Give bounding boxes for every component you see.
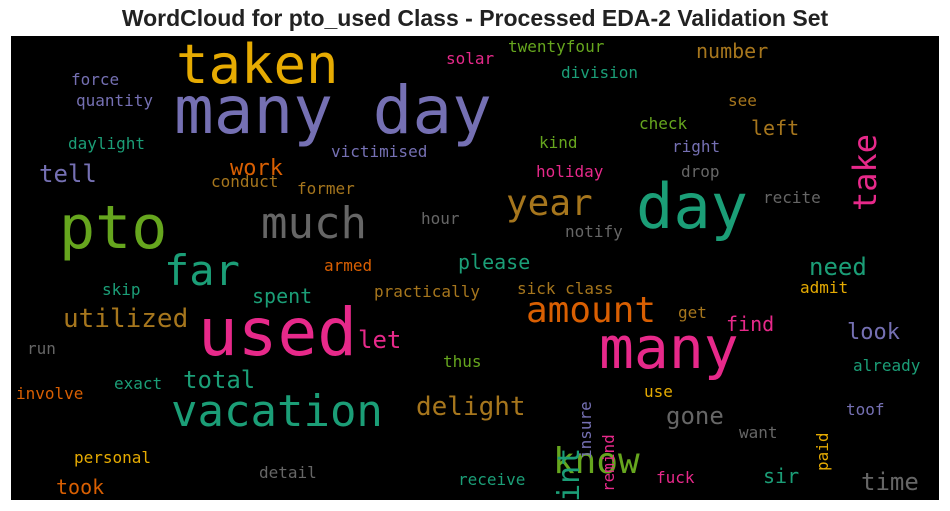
word-look: look [847,320,900,345]
word-let: let [358,326,402,354]
word-remind: remind [599,433,618,492]
word-fuck: fuck [656,468,695,487]
word-sir: sir [763,464,800,488]
word-division: division [561,63,639,82]
wordcloud-canvas: many day used taken day pto many vacation much f… [11,36,939,500]
word-force: force [71,70,120,89]
word-far: far [164,246,240,295]
word-personal: personal [74,448,152,467]
word-hour: hour [421,209,460,228]
word-use: use [644,382,673,401]
word-took: took [56,475,105,499]
word-time: time [861,468,919,496]
word-year: year [506,183,593,224]
word-conduct: conduct [211,172,279,191]
word-get: get [678,303,707,322]
word-much: much [261,198,367,249]
word-already: already [853,356,921,375]
word-kind: kind [539,133,578,152]
word-armed: armed [324,256,373,275]
word-practically: practically [374,282,480,301]
word-take: take [846,133,884,211]
word-amount: amount [526,290,657,331]
word-drop: drop [681,162,720,181]
word-delight: delight [416,392,526,422]
word-many-day: many day [174,72,492,149]
word-know: know [553,441,640,482]
word-quantity: quantity [76,91,154,110]
word-right: right [672,137,721,156]
word-twentyfour: twentyfour [508,37,605,56]
word-solar: solar [446,49,495,68]
word-tell: tell [39,160,97,188]
word-left: left [751,116,800,140]
word-detail: detail [259,463,317,482]
word-exact: exact [114,374,163,393]
word-see: see [728,91,757,110]
word-receive: receive [458,470,526,489]
word-run: run [27,339,56,358]
word-thus: thus [443,352,482,371]
word-paid: paid [813,432,832,472]
word-spent: spent [252,284,313,308]
word-check: check [639,114,688,133]
word-admit: admit [800,278,849,297]
word-taken: taken [176,36,339,96]
word-insure: insure [576,400,595,459]
word-day: day [636,170,748,243]
word-holiday: holiday [536,162,604,181]
word-number: number [696,39,769,63]
word-gone: gone [666,402,724,430]
word-vacation: vacation [171,386,383,437]
word-used: used [198,294,357,371]
word-please: please [458,250,531,274]
word-sick-class: sick class [517,279,614,298]
word-daylight: daylight [68,134,146,153]
word-want: want [739,423,778,442]
chart-title: WordCloud for pto_used Class - Processed… [121,5,829,31]
word-skip: skip [102,280,141,299]
word-work: work [230,156,283,181]
word-involve: involve [16,384,84,403]
word-toof: toof [846,400,885,419]
word-need: need [809,253,867,281]
word-utilized: utilized [63,304,189,334]
word-many: many [599,314,739,382]
word-pto: pto [59,193,168,263]
word-recite: recite [763,188,821,207]
word-former: former [297,179,355,198]
word-victimised: victimised [331,142,428,161]
word-find: find [726,312,775,336]
word-notify: notify [565,222,623,241]
word-total: total [183,366,256,394]
